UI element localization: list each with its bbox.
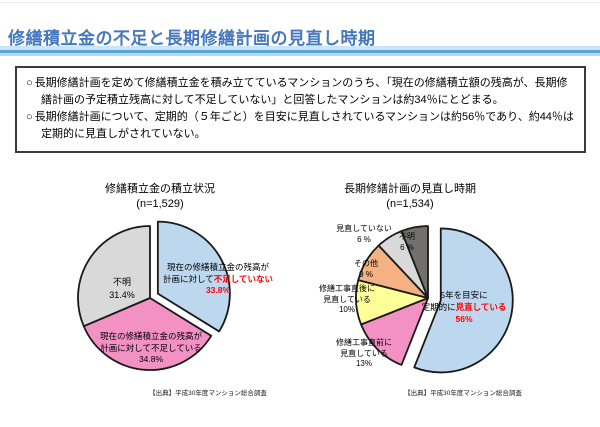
label-pct-red: 33.8% (205, 285, 231, 295)
summary-bullet-2: ○ 長期修繕計画について、定期的（５年ごと）を目安に見直しされているマンションは約… (26, 109, 575, 143)
label-line: 見直している (340, 348, 388, 358)
label-pct: 10% (338, 305, 355, 314)
chart-reserve-fund-status: 修繕積立金の積立状況 (n=1,529) 現在の修繕積立金の残高が 計画に対して… (30, 180, 320, 405)
label-pct: 6 % (400, 242, 414, 252)
summary-bullet-2-text: 長期修繕計画について、定期的（５年ごと）を目安に見直しされているマンションは約5… (34, 111, 574, 141)
label-line: 不明 (112, 277, 131, 287)
label-line: 修繕工事直後に (319, 284, 375, 293)
bullet-marker: ○ (26, 77, 33, 89)
label-pct-red: 56% (455, 314, 473, 324)
pie2-slice-2 (360, 297, 429, 366)
pie2-slice-6 (400, 225, 429, 299)
left-pie-chart (77, 220, 231, 371)
right-chart-title-text: 長期修繕計画の見直し時期 (344, 183, 476, 195)
left-chart-title: 修繕積立金の積立状況 (n=1,529) (30, 182, 290, 212)
summary-bullet-1: ○ 長期修繕計画を定めて修繕積立金を積み立てているマンションのうち、「現在の修繕積… (26, 75, 575, 109)
summary-box: ○ 長期修繕計画を定めて修繕積立金を積み立てているマンションのうち、「現在の修繕積… (15, 66, 586, 154)
left-chart-source: 【出典】平成30年度マンション総合調査 (149, 390, 267, 397)
label-line: その他 (354, 259, 378, 268)
pie1-slice-2 (82, 297, 213, 371)
bullet-marker: ○ (26, 111, 33, 124)
right-pie-label-other: その他 9 % (338, 259, 394, 280)
label-line: 修繕工事直前に (336, 338, 392, 347)
summary-bullet-1-text: 長期修繕計画を定めて修繕積立金を積み立てているマンションのうち、「現在の修繕積立… (34, 77, 568, 107)
label-line: 計画に対して不足している (100, 342, 202, 353)
label-line: 定期的に (421, 302, 456, 312)
label-line: 現在の修繕積立金の残高が (99, 331, 202, 341)
left-chart-title-text: 修繕積立金の積立状況 (105, 183, 215, 195)
label-line: 現在の修繕積立金の残高が (166, 262, 269, 272)
label-line-red: 見直している (455, 302, 507, 312)
pie1-slice-1 (156, 220, 231, 333)
chart-plan-review-timing: 長期修繕計画の見直し時期 (n=1,534) 見直していない 6 % 不明 6 … (310, 180, 595, 405)
label-pct: 9 % (359, 269, 373, 279)
window-top-edge (0, 2, 600, 3)
label-pct: 13% (355, 359, 372, 368)
left-chart-n-label: (n=1,529) (136, 198, 184, 210)
left-pie-label-unknown: 不明 31.4% (92, 276, 152, 301)
label-line: 5年を目安に (440, 290, 488, 300)
label-pct: 31.4% (109, 289, 135, 300)
right-chart-source: 【出典】平成30年度マンション総合調査 (404, 390, 522, 397)
label-line: 見直していない (336, 224, 392, 233)
label-line: 計画に対して (163, 273, 214, 284)
pie1-slice-3 (77, 225, 151, 328)
label-pct: 34.8% (138, 354, 164, 364)
label-line-red: 不足していない (213, 273, 273, 284)
left-pie-label-not-insufficient: 現在の修繕積立金の残高が 計画に対して不足していない 33.8% (134, 262, 302, 297)
right-pie-chart (355, 225, 514, 374)
right-pie-label-not-reviewed: 見直していない 6 % (318, 224, 410, 245)
label-line: 不明 (399, 232, 415, 241)
right-chart-title: 長期修繕計画の見直し時期 (n=1,534) (310, 182, 510, 212)
title-underline-band (0, 46, 600, 56)
left-pie-label-insufficient: 現在の修繕積立金の残高が 計画に対して不足している 34.8% (76, 331, 226, 366)
right-pie-label-periodic-review: 5年を目安に 定期的に見直している 56% (400, 289, 528, 325)
page-title: 修繕積立金の不足と長期修繕計画の見直し時期 (8, 29, 376, 48)
pie2-slice-1 (413, 227, 514, 374)
label-line: 見直している (323, 294, 371, 304)
right-pie-label-after-works: 修繕工事直後に 見直している 10% (310, 284, 384, 316)
label-pct: 6 % (357, 234, 371, 244)
right-chart-n-label: (n=1,534) (386, 198, 434, 210)
right-pie-label-unknown: 不明 6 % (386, 232, 428, 253)
right-pie-label-before-works: 修繕工事直前に 見直している 13% (322, 338, 406, 370)
